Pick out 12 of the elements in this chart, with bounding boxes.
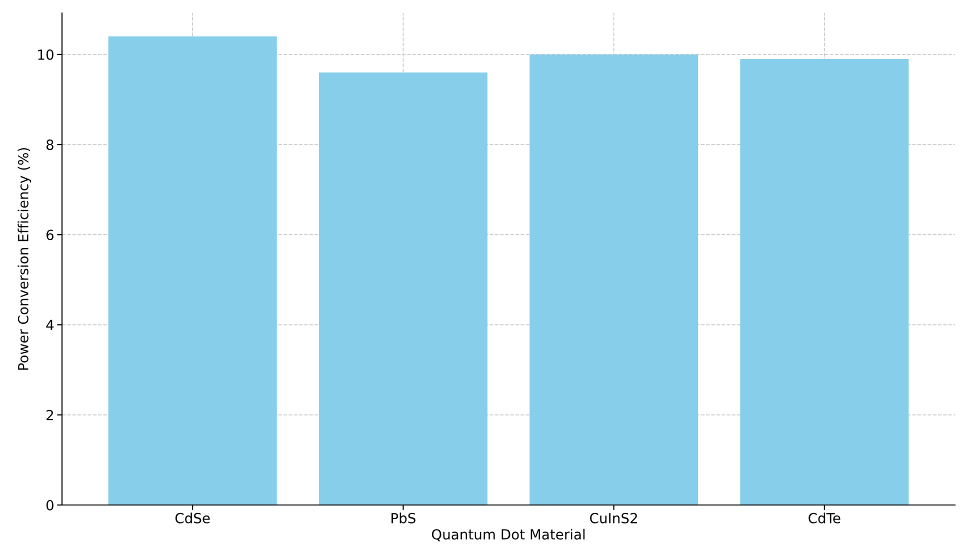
y-axis-title: Power Conversion Efficiency (%): [18, 148, 32, 370]
y-tick-label: 0: [46, 500, 54, 510]
x-tick-label: CdSe: [175, 512, 210, 524]
y-tick-label: 8: [46, 140, 54, 150]
x-tick-label: PbS: [392, 512, 416, 524]
y-tick-label: 10: [38, 49, 54, 60]
y-tick-label: 6: [46, 230, 54, 240]
x-tick-label: CuInS2: [590, 512, 637, 524]
y-tick-label: 2: [46, 410, 53, 420]
y-tick-label: 4: [46, 320, 54, 330]
x-tick-label: CdTe: [808, 512, 840, 524]
x-axis-title: Quantum Dot Material: [432, 528, 585, 542]
